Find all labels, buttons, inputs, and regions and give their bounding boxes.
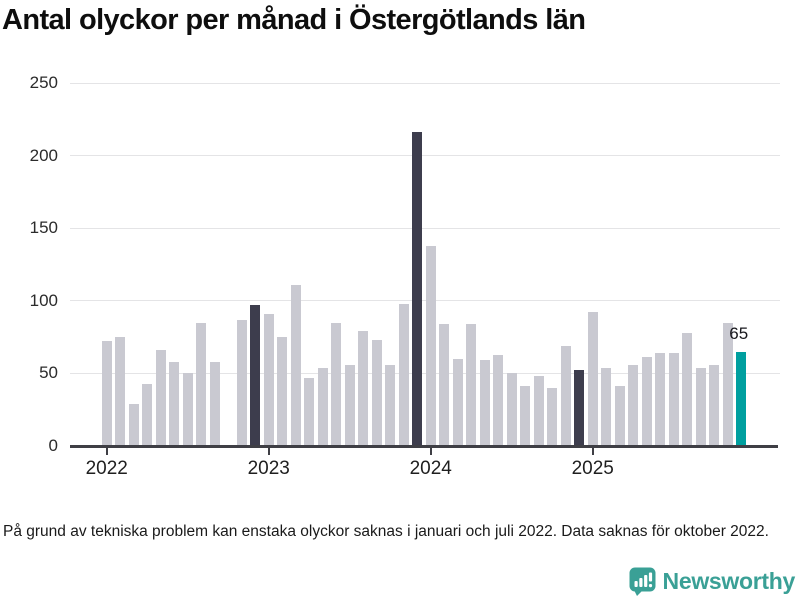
y-axis-label-50: 50 [39,363,58,383]
bar-2022-04 [142,383,153,445]
footnote: På grund av tekniska problem kan enstaka… [3,523,769,540]
y-axis-label-150: 150 [29,218,58,238]
x-tick-2022 [105,448,108,455]
bar-2024-03 [452,358,463,445]
bar-2024-04 [466,324,477,445]
gridline-y-200 [70,155,780,157]
gridline-y-150 [70,227,780,229]
bar-2023-03 [290,284,301,445]
bar-2022-05 [155,350,166,445]
bar-2024-10 [547,387,558,445]
bar-2022-01 [101,341,112,445]
bar-2024-05 [479,360,490,445]
brand-name: Newsworthy [662,568,796,594]
bar-2022-03 [128,403,139,445]
bar-2024-11 [560,345,571,445]
x-tick-2023 [267,448,270,455]
bar-2022-11 [236,319,247,445]
bar-2025-08 [682,332,693,445]
bar-2025-09 [695,367,706,445]
bar-2023-04 [304,377,315,445]
bar-2023-07 [344,364,355,445]
bar-2024-09 [533,376,544,445]
bar-2025-03 [614,386,625,445]
bar-2025-11 [722,322,733,445]
bar-2025-02 [601,367,612,445]
bar-2024-06 [493,354,504,445]
bar-2025-05 [641,357,652,445]
bar-value-annotation: 65 [729,323,749,343]
bar-2023-08 [358,331,369,445]
bar-2024-01 [425,245,436,445]
x-axis-label-2024: 2024 [409,458,452,479]
x-axis-line [70,445,778,448]
y-axis-label-0: 0 [48,436,58,455]
bar-2023-06 [331,322,342,445]
bar-2024-02 [439,324,450,445]
bar-2023-02 [277,337,288,445]
chart-title: Antal olyckor per månad i Östergötlands … [2,4,586,36]
bar-2022-12 [250,305,261,445]
bar-2022-07 [182,373,193,445]
bar-2022-02 [115,337,126,445]
bar-2024-12 [574,370,585,445]
x-axis-label-2025: 2025 [571,458,614,479]
bar-2023-10 [385,364,396,445]
gridline-y-50 [70,372,780,374]
bar-2022-09 [209,361,220,445]
y-axis-label-250: 250 [29,73,58,92]
bar-2025-10 [709,364,720,445]
bar-2023-11 [398,303,409,445]
bar-2023-05 [317,367,328,445]
bar-2023-01 [263,313,274,445]
bar-2024-08 [520,386,531,445]
bar-2025-07 [668,353,679,445]
y-axis-label-200: 200 [29,145,58,165]
gridline-y-250 [70,82,780,84]
bar-2025-01 [587,312,598,445]
bar-2023-09 [371,340,382,445]
x-axis-label-2023: 2023 [247,458,290,479]
bar-2025-04 [628,364,639,445]
brand-logo: Newsworthy [629,567,795,596]
newsworthy-bar-chart-bubble-icon [629,567,656,596]
bar-2022-08 [196,322,207,445]
y-axis-label-100: 100 [29,290,58,310]
bar-2022-06 [169,361,180,445]
bar-2023-12 [412,132,423,445]
bar-2025-06 [655,353,666,445]
x-tick-2024 [429,448,432,455]
x-axis-label-2022: 2022 [85,458,128,479]
bar-2024-07 [506,373,517,445]
x-tick-2025 [591,448,594,455]
gridline-y-100 [70,300,780,302]
bar-2025-12 [736,351,747,445]
